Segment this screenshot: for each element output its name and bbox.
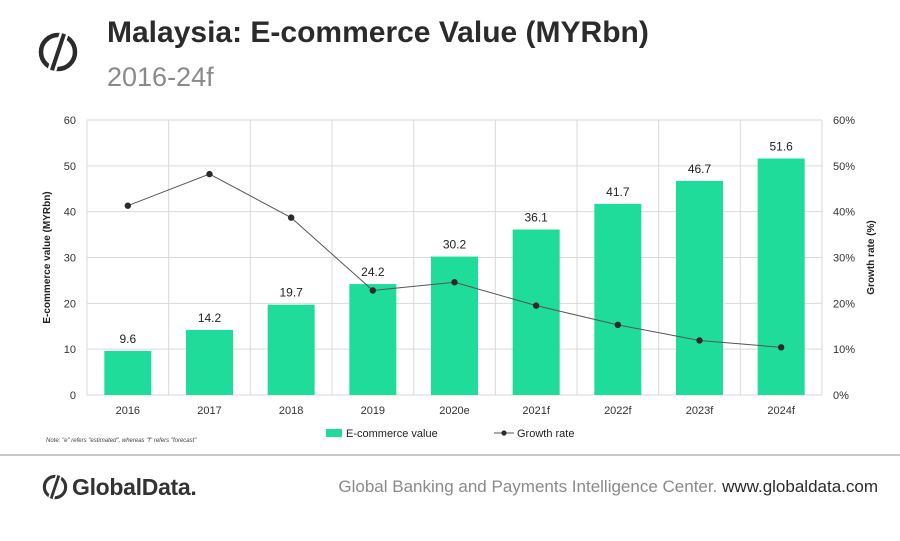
growth-point: [777, 344, 785, 351]
legend: E-commerce value Growth rate: [326, 428, 574, 440]
bar-data-label: 36.1: [524, 211, 548, 225]
y-tick-label: 60: [64, 115, 76, 127]
bar-data-label: 46.7: [688, 162, 712, 176]
y2-tick-label: 40%: [833, 207, 855, 219]
bar-data-label: 41.7: [606, 185, 630, 199]
x-tick-label: 2018: [279, 405, 303, 417]
axes: 0 0% 10 10% 20 20% 30 30% 40 40% 50 50% 60 60% 2016 201…: [42, 115, 877, 417]
growth-point: [532, 302, 540, 309]
y2-tick-label: 20%: [833, 298, 855, 310]
growth-point: [369, 287, 377, 294]
growth-point: [287, 214, 295, 221]
bar: [349, 284, 397, 395]
bar: [267, 304, 315, 395]
combo-chart: 9.6 14.2 19.7 24.2 30.2 36.1 41.7 46.7 51.6 0 0% 1…: [42, 115, 877, 440]
y2-tick-label: 0%: [833, 390, 849, 402]
footer-divider: [0, 454, 900, 456]
bar: [594, 203, 642, 395]
y-tick-label: 40: [64, 207, 76, 219]
bar: [186, 329, 233, 395]
brand-name: GlobalData.: [72, 474, 197, 500]
x-tick-label: 2024f: [767, 405, 795, 417]
legend-label-bar: E-commerce value: [346, 428, 438, 440]
globaldata-logo-icon: [38, 32, 78, 72]
growth-point: [696, 337, 703, 344]
growth-point: [206, 170, 213, 178]
footer-url-link[interactable]: www.globaldata.com: [722, 477, 878, 496]
chart-note: Note: "e" refers "estimated", whereas "f…: [46, 438, 197, 444]
y-axis-title: E-commerce value (MYRbn): [42, 191, 53, 323]
x-tick-label: 2022f: [604, 405, 632, 417]
bar: [104, 351, 152, 395]
bar-series: [104, 158, 805, 395]
y-tick-label: 30: [64, 253, 76, 265]
y2-tick-label: 10%: [833, 344, 855, 356]
y2-tick-label: 30%: [833, 253, 855, 265]
footer-center-text: Global Banking and Payments Intelligence…: [338, 477, 718, 496]
growth-point: [124, 202, 132, 209]
legend-label-line: Growth rate: [517, 428, 574, 440]
data-labels: 9.6 14.2 19.7 24.2 30.2 36.1 41.7 46.7 51.6: [119, 140, 793, 347]
x-tick-label: 2023f: [686, 405, 714, 417]
bar-data-label: 24.2: [361, 265, 385, 279]
growth-point: [451, 279, 458, 286]
bar: [676, 180, 723, 395]
x-tick-label: 2020e: [439, 405, 470, 417]
x-tick-label: 2016: [116, 405, 140, 417]
bar-data-label: 9.6: [119, 332, 136, 346]
line-series: [124, 170, 785, 351]
growth-point: [614, 321, 622, 329]
y-tick-label: 20: [64, 298, 76, 310]
globaldata-brand-icon: [42, 474, 68, 500]
y-tick-label: 50: [64, 161, 76, 173]
bar-data-label: 30.2: [443, 238, 467, 252]
y2-tick-label: 60%: [833, 115, 855, 127]
x-tick-label: 2021f: [522, 405, 550, 417]
x-tick-label: 2017: [197, 405, 221, 417]
bar: [757, 158, 805, 395]
legend-marker-line: [501, 430, 507, 436]
legend-swatch-bar: [326, 429, 342, 437]
y2-axis-title: Growth rate (%): [866, 220, 877, 294]
bar-data-label: 51.6: [769, 140, 793, 154]
y-tick-label: 10: [64, 344, 76, 356]
bar-data-label: 14.2: [198, 311, 222, 325]
chart-title: Malaysia: E-commerce Value (MYRbn): [107, 16, 649, 49]
bar-data-label: 19.7: [279, 286, 303, 300]
chart-subtitle: 2016-24f: [107, 62, 214, 92]
x-tick-label: 2019: [361, 405, 385, 417]
y-tick-label: 0: [70, 390, 76, 402]
bar: [512, 229, 560, 395]
y2-tick-label: 50%: [833, 161, 855, 173]
footer-credit: Global Banking and Payments Intelligence…: [338, 477, 878, 497]
bar: [431, 256, 478, 395]
